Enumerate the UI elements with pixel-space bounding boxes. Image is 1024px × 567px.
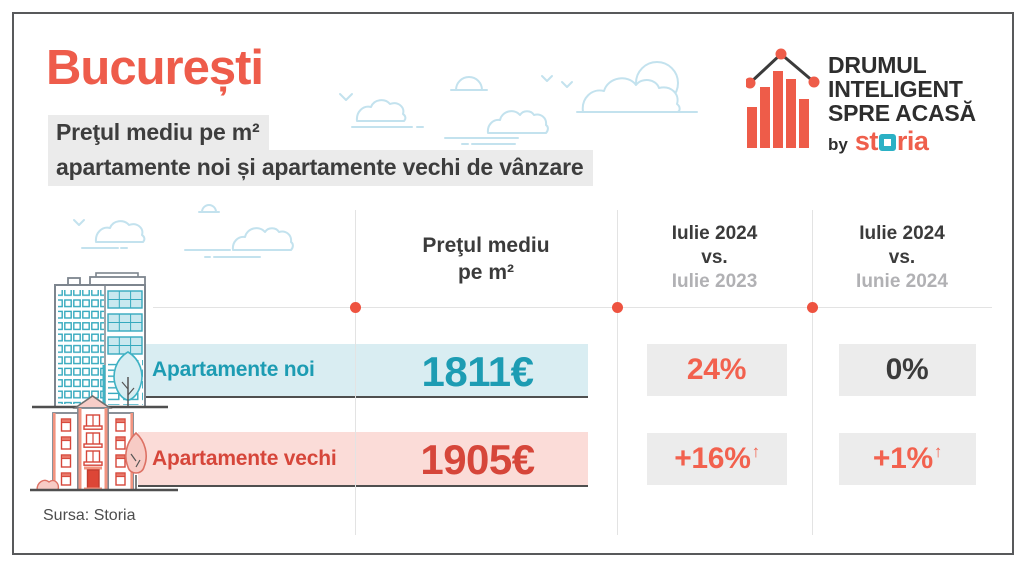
- column-header-yoy-line1: Iulie 2024: [671, 223, 758, 244]
- column-divider-1: [355, 210, 356, 535]
- column-header-mom-line3: Iunie 2024: [856, 271, 948, 292]
- storia-wordmark-start: st: [854, 126, 879, 156]
- column-divider-3: [812, 210, 813, 535]
- page-title: București: [46, 41, 264, 95]
- logo-by-label: by: [828, 135, 848, 154]
- building-new-icon: [54, 272, 146, 408]
- tree-icon: [125, 431, 147, 490]
- row-label-new: Apartamente noi: [152, 358, 315, 381]
- cloud-icon: [231, 227, 294, 251]
- rule-dot-3: [807, 302, 818, 313]
- bird-icon: [73, 219, 85, 226]
- logo-house-chart-icon: [746, 48, 820, 148]
- source-note: Sursa: Storia: [43, 507, 136, 524]
- rule-dot-2: [612, 302, 623, 313]
- price-old: 1905€: [420, 436, 535, 483]
- yoy-new-box: 24%: [647, 344, 787, 396]
- column-divider-2: [617, 210, 618, 535]
- bird-icon: [561, 81, 573, 88]
- column-header-yoy-line3: Iulie 2023: [671, 271, 758, 292]
- cloud-icon: [355, 99, 407, 122]
- cloud-icon: [94, 220, 146, 243]
- price-new: 1811€: [421, 348, 534, 395]
- yoy-old-box: +16% ↑: [647, 433, 787, 485]
- rule-dot-1: [350, 302, 361, 313]
- logo-tagline-line2: INTELIGENT: [828, 76, 963, 102]
- clouds-decoration-left: [73, 204, 294, 258]
- logo-tagline: DRUMUL INTELIGENT SPRE ACASĂ by st ria: [828, 44, 976, 155]
- column-header-mom-line2: vs.: [888, 247, 916, 268]
- column-header-price-line2: pe m²: [457, 261, 514, 284]
- subtitle-line-2: apartamente noi și apartamente vechi de …: [48, 150, 594, 186]
- column-header-mom-line1: Iulie 2024: [859, 223, 945, 244]
- column-header-yoy-line2: vs.: [701, 247, 728, 268]
- row-band-new: Apartamente noi: [138, 344, 588, 398]
- yoy-old-value: +16%: [674, 442, 751, 475]
- row-label-old: Apartamente vechi: [152, 446, 337, 470]
- logo-byline: by st ria: [828, 128, 976, 155]
- header-rule: [153, 307, 992, 308]
- yoy-new-value: 24%: [686, 353, 747, 386]
- storia-wordmark-end: ria: [896, 126, 929, 156]
- buildings-illustration: [30, 272, 178, 492]
- column-header-yoy: Iulie 2024 vs. Iulie 2023: [617, 222, 812, 294]
- cloud-icon: [486, 110, 549, 134]
- bush-icon: [36, 479, 60, 491]
- row-band-old: Apartamente vechi: [138, 432, 588, 487]
- clouds-decoration-top: [339, 61, 698, 145]
- mom-new-value: 0%: [885, 353, 929, 386]
- mom-old-box: +1% ↑: [839, 433, 976, 485]
- mom-old-value: +1%: [872, 442, 933, 475]
- column-header-price: Preţul mediu pe m²: [355, 232, 617, 286]
- column-header-mom: Iulie 2024 vs. Iunie 2024: [812, 222, 992, 294]
- subtitle-line-1: Preţul mediu pe m²: [48, 115, 270, 151]
- logo-tagline-line3: SPRE ACASĂ: [828, 100, 976, 126]
- column-header-price-line1: Preţul mediu: [422, 234, 550, 257]
- logo-tagline-line1: DRUMUL: [828, 52, 927, 78]
- cloud-icon: [201, 204, 217, 213]
- storia-logo: DRUMUL INTELIGENT SPRE ACASĂ by st ria: [746, 44, 976, 155]
- cloud-icon: [455, 76, 483, 91]
- cloud-icon: [581, 77, 681, 113]
- storia-o-icon: [878, 134, 896, 151]
- tree-icon: [113, 351, 143, 407]
- storia-wordmark: st ria: [855, 128, 929, 155]
- bird-icon: [339, 93, 353, 101]
- bird-icon: [541, 75, 553, 82]
- building-old-icon: [52, 395, 134, 491]
- mom-new-box: 0%: [839, 344, 976, 396]
